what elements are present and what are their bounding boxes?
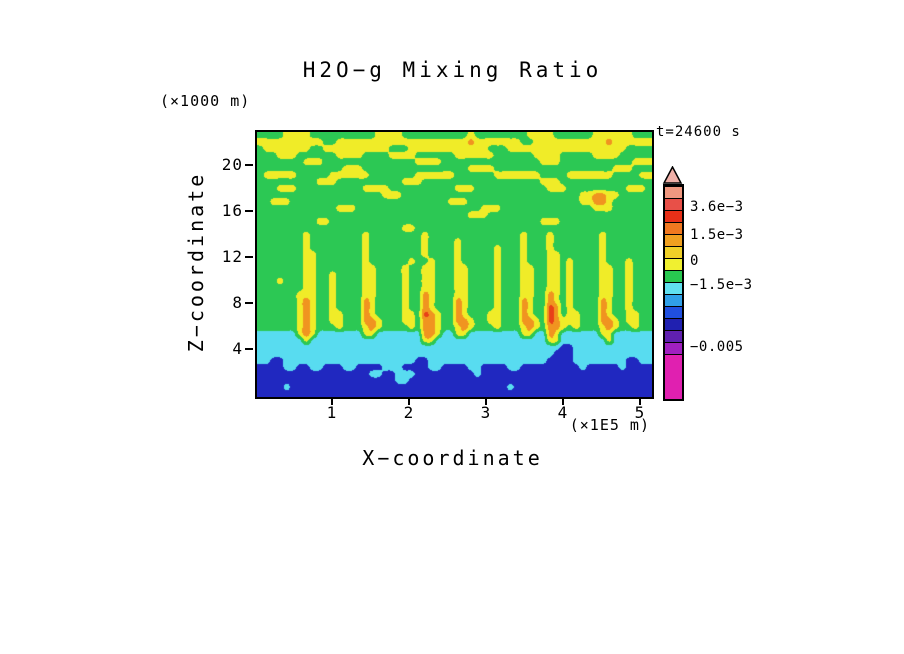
colorbar-label: −1.5e−3: [690, 277, 753, 293]
y-tick-label: 16: [221, 200, 243, 220]
y-tick-mark: [245, 347, 253, 350]
colorbar-segment: [665, 294, 682, 306]
y-tick-label: 8: [232, 292, 243, 312]
colorbar-segment: [665, 222, 682, 234]
plot-area: [255, 130, 654, 399]
time-annotation: t=24600 s: [656, 124, 741, 140]
colorbar-arrow-icon: [662, 166, 683, 184]
y-tick-mark: [245, 255, 253, 258]
x-axis-units: (×1E5 m): [569, 416, 650, 434]
y-tick-mark: [245, 301, 253, 304]
y-tick-label: 12: [221, 246, 243, 266]
x-axis-label: X−coordinate: [362, 446, 543, 470]
x-tick-mark: [330, 397, 333, 405]
y-tick-mark: [245, 163, 253, 166]
x-tick-label: 4: [557, 403, 569, 422]
x-tick-mark: [407, 397, 410, 405]
colorbar-segment: [665, 246, 682, 258]
colorbar-segment: [665, 306, 682, 318]
colorbar-segment: [665, 198, 682, 210]
x-tick-mark: [638, 397, 641, 405]
x-tick-label: 3: [480, 403, 492, 422]
colorbar-segment: [665, 330, 682, 342]
x-tick-label: 2: [403, 403, 415, 422]
colorbar-segment: [665, 210, 682, 222]
colorbar-label: 3.6e−3: [690, 199, 744, 215]
x-tick-mark: [561, 397, 564, 405]
colorbar-label: 0: [690, 253, 699, 269]
y-axis-units: (×1000 m): [160, 92, 251, 110]
colorbar-segment: [665, 270, 682, 282]
colorbar-segment: [665, 342, 682, 354]
y-tick-label: 20: [221, 154, 243, 174]
colorbar-label: −0.005: [690, 339, 744, 355]
chart-title: H2O−g Mixing Ratio: [302, 58, 603, 82]
colorbar-segment: [665, 234, 682, 246]
y-tick-mark: [245, 209, 253, 212]
contour-canvas: [257, 132, 652, 397]
colorbar-segment: [665, 282, 682, 294]
x-tick-label: 1: [326, 403, 338, 422]
colorbar-segment: [665, 258, 682, 270]
y-tick-label: 4: [232, 338, 243, 358]
colorbar-segment: [665, 318, 682, 330]
colorbar-body: [663, 184, 684, 401]
x-tick-label: 5: [634, 403, 646, 422]
colorbar: 3.6e−3 1.5e−3 0 −1.5e−3 −0.005: [662, 166, 783, 401]
colorbar-label: 1.5e−3: [690, 227, 744, 243]
x-tick-mark: [484, 397, 487, 405]
colorbar-segment: [665, 186, 682, 198]
colorbar-segment: [665, 354, 682, 399]
